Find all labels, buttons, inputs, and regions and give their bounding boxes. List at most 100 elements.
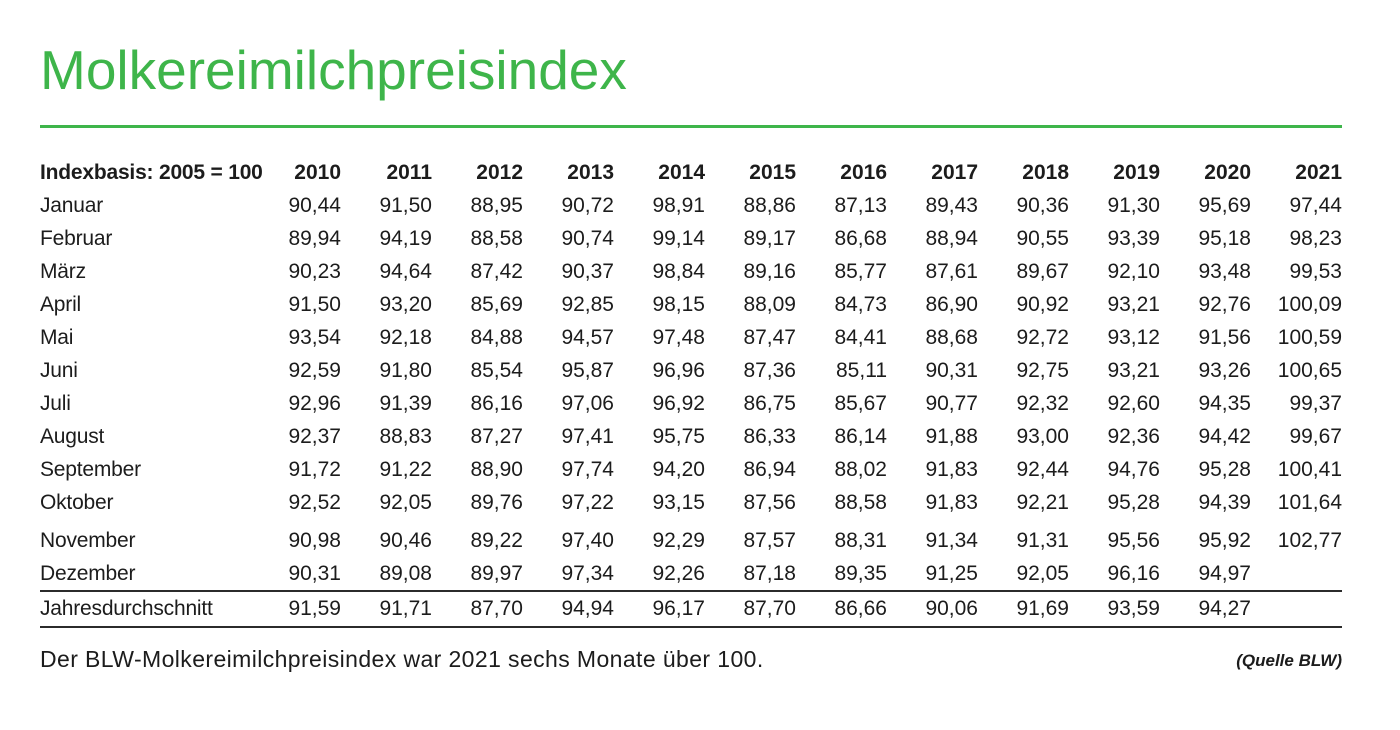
index-value: 89,67 (1016, 259, 1069, 283)
index-table: Indexbasis: 2005 = 100 2010 2011 2012 2013 2… (40, 156, 1342, 628)
index-value: 91,80 (379, 358, 432, 382)
index-value: 93,48 (1198, 259, 1251, 283)
table-row-august: August 92,37 88,83 87,27 97,41 95,75 86,33 86,1… (40, 420, 1342, 453)
index-value: 88,58 (834, 490, 887, 514)
index-value: 92,26 (652, 561, 705, 585)
index-value: 91,72 (288, 457, 341, 481)
index-value: 96,92 (652, 391, 705, 415)
table-row-april: April 91,50 93,20 85,69 92,85 98,15 88,09 84,73… (40, 288, 1342, 321)
index-value: 92,52 (288, 490, 341, 514)
year-header-2014: 2014 (658, 160, 705, 184)
index-value: 87,56 (743, 490, 796, 514)
summary-value: 93,59 (1069, 590, 1160, 628)
index-value: 90,36 (1016, 193, 1069, 217)
summary-value: 94,27 (1160, 590, 1251, 628)
table-row-november: November 90,98 90,46 89,22 97,40 92,29 87,57 88… (40, 519, 1342, 557)
summary-value: 90,06 (887, 590, 978, 628)
summary-value (1251, 590, 1342, 628)
index-value: 95,75 (652, 424, 705, 448)
summary-value: 94,94 (523, 590, 614, 628)
index-value: 92,59 (288, 358, 341, 382)
index-value: 87,57 (743, 528, 796, 552)
table-row-dezember: Dezember 90,31 89,08 89,97 97,34 92,26 87,18 89… (40, 557, 1342, 591)
month-label: Januar (40, 193, 104, 217)
index-value: 95,87 (561, 358, 614, 382)
index-value: 100,65 (1277, 358, 1342, 382)
index-value: 84,41 (834, 325, 887, 349)
index-value: 99,14 (652, 226, 705, 250)
index-value: 93,20 (379, 292, 432, 316)
index-value: 101,64 (1277, 490, 1342, 514)
index-value: 86,68 (834, 226, 887, 250)
index-value: 92,96 (288, 391, 341, 415)
index-value: 95,28 (1107, 490, 1160, 514)
month-label: Februar (40, 226, 113, 250)
index-value: 88,68 (925, 325, 978, 349)
year-header-2017: 2017 (931, 160, 978, 184)
index-value: 92,72 (1016, 325, 1069, 349)
table-row-oktober: Oktober 92,52 92,05 89,76 97,22 93,15 87,56 88,… (40, 486, 1342, 519)
index-value: 89,94 (288, 226, 341, 250)
index-value: 98,91 (652, 193, 705, 217)
index-value: 91,25 (925, 561, 978, 585)
index-value: 97,34 (561, 561, 614, 585)
index-value: 94,39 (1198, 490, 1251, 514)
table-header-row: Indexbasis: 2005 = 100 2010 2011 2012 2013 2… (40, 156, 1342, 189)
index-value: 85,69 (470, 292, 523, 316)
index-value: 86,33 (743, 424, 796, 448)
index-value: 92,32 (1016, 391, 1069, 415)
index-value: 85,67 (834, 391, 887, 415)
index-value: 92,05 (1016, 561, 1069, 585)
table-row-märz: März 90,23 94,64 87,42 90,37 98,84 89,16 85,77 8… (40, 255, 1342, 288)
year-header-2015: 2015 (749, 160, 796, 184)
index-value: 97,22 (561, 490, 614, 514)
index-value: 87,36 (743, 358, 796, 382)
index-value: 97,06 (561, 391, 614, 415)
index-value: 98,23 (1289, 226, 1342, 250)
summary-row-label: Jahresdurchschnitt (40, 590, 250, 628)
summary-value: 87,70 (432, 590, 523, 628)
index-value: 94,76 (1107, 457, 1160, 481)
index-value: 99,37 (1289, 391, 1342, 415)
index-value: 92,29 (652, 528, 705, 552)
index-value: 86,94 (743, 457, 796, 481)
index-value: 86,75 (743, 391, 796, 415)
index-value: 96,96 (652, 358, 705, 382)
index-value: 90,37 (561, 259, 614, 283)
index-value: 87,18 (743, 561, 796, 585)
index-value: 94,42 (1198, 424, 1251, 448)
footer-note: Der BLW-Molkereimilchpreisindex war 2021… (40, 646, 764, 672)
year-header-2020: 2020 (1204, 160, 1251, 184)
index-value: 89,08 (379, 561, 432, 585)
index-value: 92,76 (1198, 292, 1251, 316)
index-value: 88,86 (743, 193, 796, 217)
summary-value: 87,70 (705, 590, 796, 628)
summary-value: 86,66 (796, 590, 887, 628)
index-value: 85,11 (836, 358, 887, 382)
index-value: 92,10 (1107, 259, 1160, 283)
index-value: 100,59 (1277, 325, 1342, 349)
index-value: 95,56 (1107, 528, 1160, 552)
index-value: 90,44 (288, 193, 341, 217)
index-value: 96,16 (1107, 561, 1160, 585)
index-value: 89,97 (470, 561, 523, 585)
index-value: 95,18 (1198, 226, 1251, 250)
index-value: 89,22 (470, 528, 523, 552)
index-value: 94,35 (1198, 391, 1251, 415)
index-value: 93,21 (1107, 292, 1160, 316)
month-label: August (40, 424, 105, 448)
index-value: 100,41 (1277, 457, 1342, 481)
index-value: 84,73 (834, 292, 887, 316)
index-value: 87,47 (743, 325, 796, 349)
index-value: 88,02 (834, 457, 887, 481)
index-value: 87,27 (470, 424, 523, 448)
table-row-september: September 91,72 91,22 88,90 97,74 94,20 86,94 8… (40, 453, 1342, 486)
month-label: September (40, 457, 141, 481)
index-value: 92,18 (379, 325, 432, 349)
month-label: November (40, 528, 136, 552)
year-header-2011: 2011 (386, 160, 432, 184)
index-value: 85,54 (470, 358, 523, 382)
index-value (1251, 557, 1342, 591)
index-value: 93,12 (1107, 325, 1160, 349)
index-value: 89,35 (834, 561, 887, 585)
